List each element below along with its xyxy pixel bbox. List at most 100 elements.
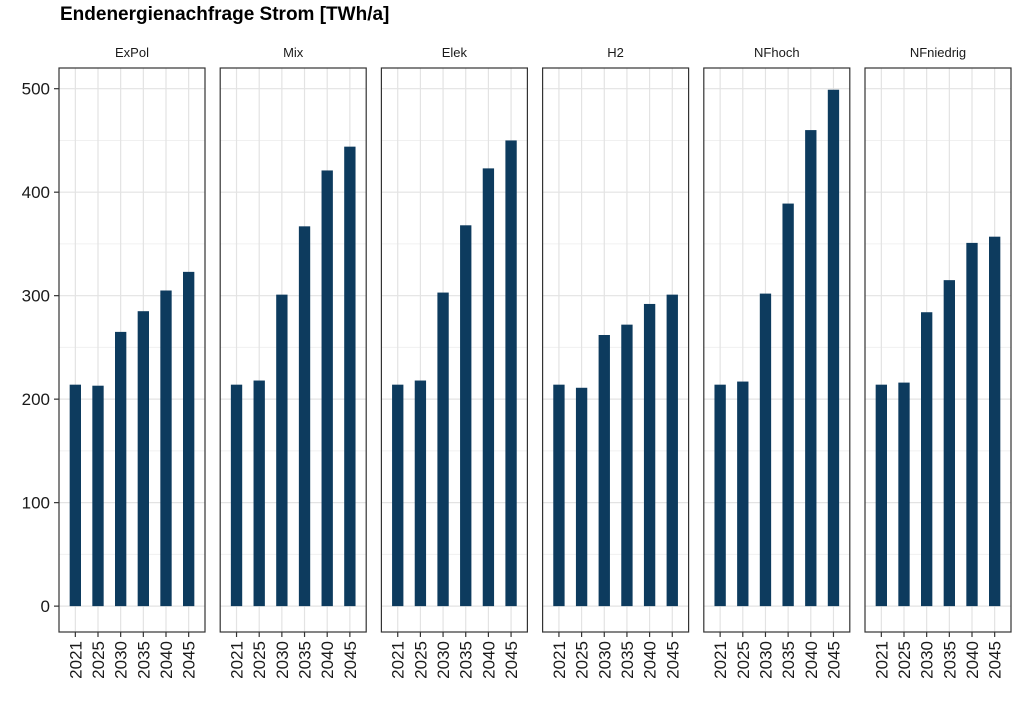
panel-border bbox=[58, 67, 206, 633]
facet-strip bbox=[59, 37, 205, 68]
facet-elek: Elek 2021 2025 2030 2035 2040 2045 bbox=[380, 37, 528, 679]
bar-elek-2045 bbox=[505, 140, 517, 607]
bar-nfniedrig-2045 bbox=[989, 236, 1001, 607]
panel-background bbox=[542, 68, 689, 632]
bar-mix-2030 bbox=[276, 294, 288, 607]
bar-mix-2025 bbox=[253, 380, 265, 607]
facet-mix: Mix 2021 2025 2030 2035 2040 2045 bbox=[219, 37, 367, 679]
bar-nfhoch-2025 bbox=[737, 381, 749, 607]
facet-label: ExPol bbox=[115, 45, 149, 60]
x-tick-label: 2025 bbox=[250, 641, 269, 679]
chart-title: Endenergienachfrage Strom [TWh/a] bbox=[60, 4, 390, 25]
x-tick-label: 2030 bbox=[434, 641, 453, 679]
x-tick-label: 2045 bbox=[986, 641, 1005, 679]
bar-expol-2035 bbox=[137, 311, 149, 607]
bar-nfhoch-2045 bbox=[827, 89, 840, 607]
facet-strip bbox=[703, 37, 850, 68]
panel-background bbox=[703, 68, 850, 632]
bar-nfniedrig-2025 bbox=[898, 382, 910, 607]
y-tick-label: 100 bbox=[22, 494, 50, 513]
x-tick-label: 2040 bbox=[641, 641, 660, 679]
x-tick-label: 2025 bbox=[89, 641, 108, 679]
y-tick-label: 500 bbox=[22, 80, 50, 99]
x-tick-label: 2025 bbox=[411, 641, 430, 679]
x-tick-label: 2040 bbox=[479, 641, 498, 679]
bar-expol-2030 bbox=[115, 331, 127, 607]
bar-nfhoch-2035 bbox=[782, 203, 794, 607]
x-tick-label: 2025 bbox=[573, 641, 592, 679]
bar-elek-2035 bbox=[460, 225, 472, 607]
panel-background bbox=[381, 68, 528, 632]
bar-nfhoch-2040 bbox=[805, 130, 817, 607]
x-tick-label: 2035 bbox=[296, 641, 315, 679]
bar-h2-2040 bbox=[643, 303, 656, 607]
panel-border bbox=[703, 67, 851, 633]
facet-label: H2 bbox=[607, 45, 624, 60]
x-tick-label: 2045 bbox=[341, 641, 360, 679]
panel-background bbox=[220, 68, 367, 632]
bar-h2-2045 bbox=[666, 294, 678, 607]
bar-nfhoch-2021 bbox=[714, 384, 726, 607]
facet-label: NFniedrig bbox=[910, 45, 966, 60]
panel-background bbox=[59, 68, 205, 632]
bar-elek-2025 bbox=[414, 380, 427, 607]
facet-strip bbox=[865, 37, 1011, 68]
facet-strip bbox=[542, 37, 689, 68]
facet-nfniedrig: NFniedrig 2021 2025 2030 2035 2040 2045 bbox=[864, 37, 1012, 679]
x-tick-label: 2021 bbox=[711, 641, 730, 679]
facet-h2: H2 2021 2025 2030 2035 2040 2045 bbox=[541, 37, 690, 679]
facet-nfhoch: NFhoch 2021 2025 2030 2035 2040 2045 bbox=[703, 37, 851, 679]
bar-mix-2040 bbox=[321, 170, 333, 607]
panel-border bbox=[864, 67, 1012, 633]
facet-label: Mix bbox=[283, 45, 304, 60]
facet-strip bbox=[381, 37, 528, 68]
bar-expol-2040 bbox=[160, 290, 172, 607]
x-tick-label: 2035 bbox=[618, 641, 637, 679]
x-tick-label: 2045 bbox=[824, 641, 843, 679]
x-tick-label: 2021 bbox=[872, 641, 891, 679]
x-tick-label: 2030 bbox=[918, 641, 937, 679]
panel-border bbox=[380, 67, 528, 633]
x-tick-label: 2035 bbox=[940, 641, 959, 679]
bar-expol-2025 bbox=[92, 385, 104, 607]
x-tick-label: 2021 bbox=[550, 641, 569, 679]
x-tick-label: 2045 bbox=[663, 641, 682, 679]
bar-h2-2030 bbox=[598, 334, 610, 607]
bar-nfniedrig-2021 bbox=[875, 384, 887, 607]
x-tick-label: 2025 bbox=[895, 641, 914, 679]
x-tick-label: 2040 bbox=[157, 641, 176, 679]
bar-h2-2035 bbox=[621, 324, 633, 607]
panel-background bbox=[865, 68, 1011, 632]
bar-nfniedrig-2035 bbox=[943, 280, 955, 607]
bar-h2-2021 bbox=[553, 384, 565, 607]
facet-label: Elek bbox=[442, 45, 468, 60]
x-tick-label: 2030 bbox=[595, 641, 614, 679]
y-tick-label: 300 bbox=[22, 287, 50, 306]
bar-elek-2040 bbox=[482, 168, 495, 607]
x-tick-label: 2035 bbox=[779, 641, 798, 679]
x-tick-label: 2021 bbox=[66, 641, 85, 679]
x-tick-label: 2045 bbox=[180, 641, 199, 679]
y-tick-label: 0 bbox=[41, 597, 50, 616]
x-tick-label: 2035 bbox=[134, 641, 153, 679]
y-axis: 0 100 200 300 400 500 bbox=[22, 80, 59, 616]
x-tick-label: 2040 bbox=[802, 641, 821, 679]
facet-expol: ExPol 2021 2025 2030 2035 2040 2045 bbox=[58, 37, 206, 679]
bar-nfniedrig-2040 bbox=[966, 242, 978, 607]
facet-label: NFhoch bbox=[754, 45, 800, 60]
facet-strip bbox=[220, 37, 367, 68]
x-tick-label: 2030 bbox=[112, 641, 131, 679]
bar-mix-2021 bbox=[230, 384, 243, 607]
panel-border bbox=[219, 67, 367, 633]
x-tick-label: 2035 bbox=[457, 641, 476, 679]
bar-elek-2030 bbox=[437, 292, 449, 607]
panel-border bbox=[541, 67, 690, 633]
y-tick-label: 400 bbox=[22, 183, 50, 202]
bar-nfniedrig-2030 bbox=[921, 312, 933, 607]
x-tick-label: 2030 bbox=[273, 641, 292, 679]
bar-mix-2035 bbox=[298, 226, 311, 607]
bar-expol-2021 bbox=[69, 384, 81, 607]
x-tick-label: 2021 bbox=[389, 641, 408, 679]
